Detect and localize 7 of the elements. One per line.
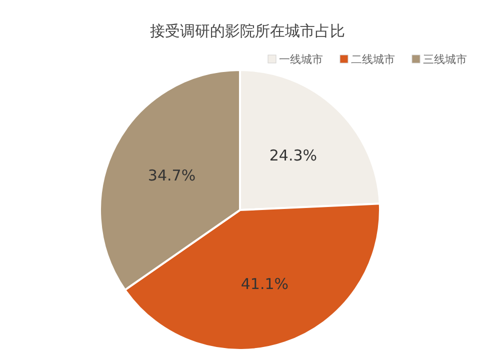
data-label: 34.7% bbox=[148, 166, 196, 184]
data-label: 41.1% bbox=[240, 274, 289, 293]
chart-title: 接受调研的影院所在城市占比 bbox=[150, 22, 345, 40]
legend-label: 二线城市 bbox=[351, 53, 395, 66]
data-label: 24.3% bbox=[269, 146, 318, 164]
legend-label: 一线城市 bbox=[279, 53, 323, 66]
legend-label: 三线城市 bbox=[423, 53, 467, 66]
